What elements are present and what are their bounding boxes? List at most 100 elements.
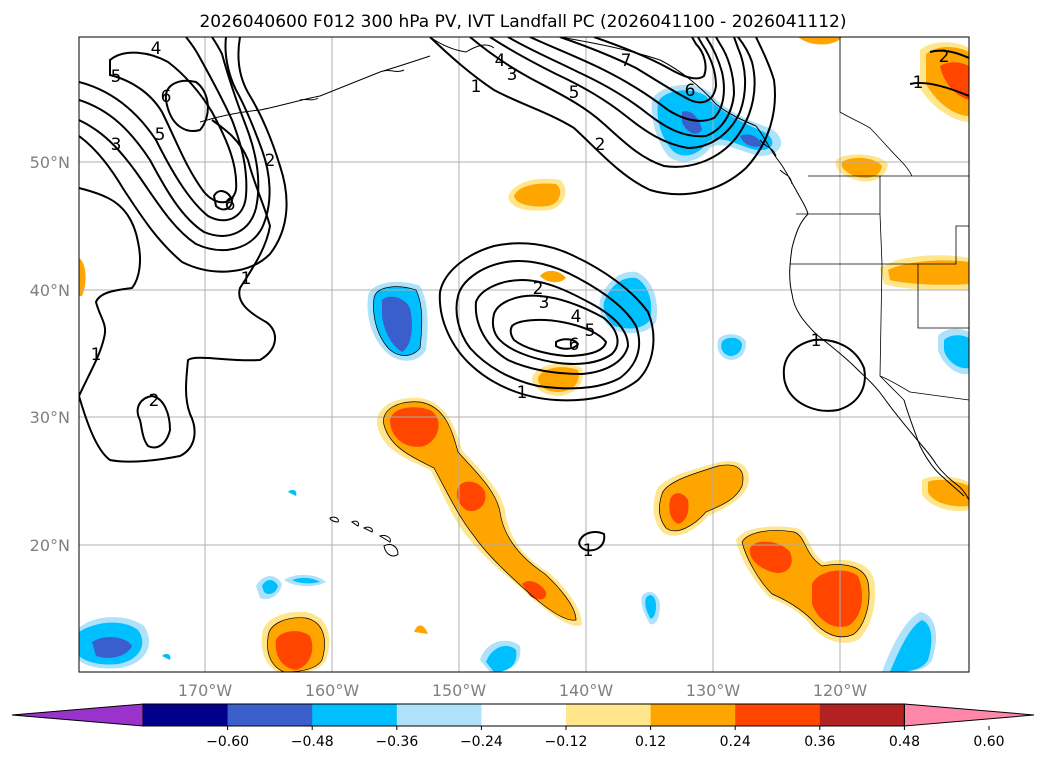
pv-label: 4	[151, 39, 162, 59]
pv-contour-6-north	[559, 37, 718, 104]
ivt-neg-nevada-mid	[944, 335, 969, 369]
ivt-blob-top-center	[798, 37, 842, 45]
lon-label-150w: 150°W	[432, 681, 487, 700]
pv-contour-labels: 4 5 6 5 6 3 2 1 1 2 4 3 1 5 2 7 6 2 3 4	[91, 39, 950, 561]
colorbar-tick-label: 0.12	[635, 734, 666, 750]
pv-contour-1-north	[429, 37, 776, 196]
ivt-blob-48n-mid	[514, 183, 561, 207]
pv-label: 1	[811, 331, 822, 351]
pv-label: 1	[583, 541, 594, 561]
pv-contour-1-east	[782, 338, 866, 412]
colorbar-tick-label: −0.36	[375, 734, 418, 750]
coastlines	[199, 37, 969, 557]
colorbar-swatch	[481, 704, 567, 726]
pv-label: 5	[111, 67, 122, 87]
pv-contour-5-central	[509, 318, 608, 358]
ivt-blob-tiny-1	[414, 625, 428, 634]
longitude-labels: 170°W 160°W 150°W 140°W 130°W 120°W	[178, 681, 868, 700]
pv-contour-2-west	[136, 394, 172, 449]
lon-label-170w: 170°W	[178, 681, 233, 700]
pv-contour-4-central	[491, 294, 619, 365]
ivt-negative-shading	[79, 85, 969, 672]
ivt-plume-core-3	[522, 581, 547, 600]
pv-label: 3	[507, 65, 518, 85]
colorbar-swatch	[396, 704, 482, 726]
map-panel: 4 5 6 5 6 3 2 1 1 2 4 3 1 5 2 7 6 2 3 4	[78, 36, 970, 673]
ivt-plume-central-mid	[383, 401, 576, 621]
colorbar-swatch	[819, 704, 905, 726]
ivt-outline	[267, 286, 870, 672]
colorbar-swatch	[650, 704, 736, 726]
colorbar-tick-label: −0.24	[460, 734, 503, 750]
ivt-neg-tiny-b	[162, 653, 171, 660]
pv-label: 6	[225, 195, 236, 215]
ivt-plume-core-2	[456, 481, 486, 512]
lon-label-120w: 120°W	[813, 681, 868, 700]
colorbar-swatch	[312, 704, 398, 726]
alaska-coast	[429, 37, 757, 127]
latitude-labels: 50°N 40°N 30°N 20°N	[30, 153, 70, 555]
aleutian-coast	[199, 55, 431, 123]
colorbar-extend-min	[11, 703, 144, 727]
pv-contour-2-central	[455, 260, 641, 390]
pv-contour-1-small	[578, 531, 606, 552]
pv-contour-5-north	[529, 37, 725, 122]
colorbar-tick-label: −0.48	[291, 734, 334, 750]
map-frame	[78, 36, 970, 673]
ivt-neg-135w-bottom-mid	[645, 595, 656, 619]
pv-label: 7	[621, 51, 632, 71]
pv-label: 4	[495, 51, 506, 71]
ivt-neg-sw-corner-core	[92, 637, 132, 658]
colorbar-swatch	[143, 704, 229, 726]
pv-contour-1-central	[438, 242, 655, 402]
pv-label: 1	[241, 269, 252, 289]
colorbar-swatch	[566, 704, 652, 726]
pv-label: 5	[155, 125, 166, 145]
pv-contour-2-west-trough	[79, 37, 288, 273]
baja-coast	[903, 399, 965, 497]
hawaii-islands	[329, 516, 399, 557]
pv-contour-4-north	[507, 37, 736, 138]
lon-label-140w: 140°W	[559, 681, 614, 700]
ivt-neg-tiny-a	[288, 489, 297, 496]
pv-label: 4	[571, 307, 582, 327]
pv-label: 1	[91, 345, 102, 365]
ivt-blob-120w-core	[749, 541, 863, 627]
state-borders	[790, 176, 969, 401]
lon-label-130w: 130°W	[686, 681, 741, 700]
pv-contour-6-central	[555, 338, 580, 350]
pv-label: 2	[265, 151, 276, 171]
ivt-neg-alaska-core	[682, 111, 762, 147]
pv-contour-7-north	[593, 37, 707, 80]
ivt-blob-ca-border-mid	[841, 157, 882, 178]
bc-coast	[755, 125, 809, 215]
pv-contour-3-west	[79, 37, 271, 251]
ivt-blob-west-edge	[79, 258, 86, 296]
lat-label-20n: 20°N	[30, 536, 70, 555]
ivt-neg-36n-128w-mid	[721, 337, 742, 356]
pv-contour-5-west	[79, 37, 248, 222]
ivt-outline-160w	[267, 617, 325, 672]
lon-label-160w: 160°W	[305, 681, 360, 700]
pv-label: 1	[517, 383, 528, 403]
ivt-blob-41n-small	[540, 270, 566, 283]
pv-label: 3	[539, 293, 550, 313]
ivt-neg-148w-bottom-mid	[486, 646, 517, 672]
pv-contour-3-central	[474, 278, 630, 376]
pv-contour-6-west-inner	[164, 79, 234, 211]
ivt-positive-shading	[79, 37, 969, 672]
colorbar-tick-label: 0.24	[720, 734, 751, 750]
colorbar-extend-max	[903, 703, 1035, 727]
ivt-neg-38n-155w-core	[382, 296, 412, 352]
lat-label-30n: 30°N	[30, 408, 70, 427]
pv-contour-2-north	[469, 37, 756, 168]
pv-label: 5	[569, 83, 580, 103]
colorbar-tick-label: −0.60	[206, 734, 249, 750]
colorbar-tick-label: 0.60	[973, 734, 1004, 750]
pv-contour-6-west	[109, 51, 238, 204]
colorbar-swatch	[227, 704, 313, 726]
ivt-blob-top-right-core	[940, 62, 969, 100]
pv-label: 6	[569, 335, 580, 355]
pv-label: 2	[149, 391, 160, 411]
colorbar-tick-label: 0.48	[889, 734, 920, 750]
